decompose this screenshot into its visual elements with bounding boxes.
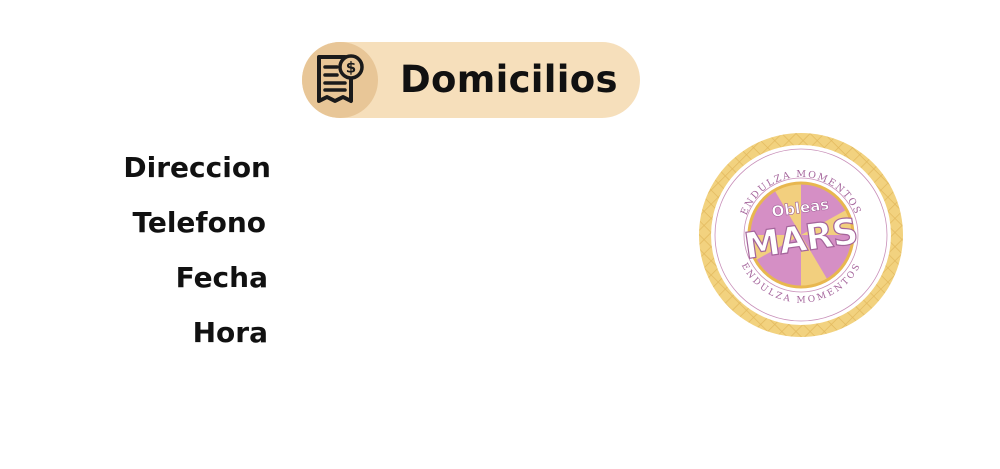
logo-brand-large: MARS — [742, 211, 860, 267]
hora-label: Hora — [192, 316, 268, 349]
fecha-label: Fecha — [175, 261, 268, 294]
title-icon-badge: $ — [302, 42, 378, 118]
title-pill: $ Domicilios — [302, 42, 640, 118]
obleas-mars-logo: ENDULZA MOMENTOS ENDULZA MOMENTOS Obleas… — [697, 133, 905, 337]
logo-graphic: ENDULZA MOMENTOS ENDULZA MOMENTOS Obleas… — [699, 133, 903, 337]
page-title: Domicilios — [400, 58, 618, 101]
invoice-dollar-icon: $ — [317, 54, 364, 103]
direccion-label: Direccion — [123, 151, 271, 184]
svg-text:$: $ — [346, 59, 356, 77]
telefono-label: Telefono — [132, 206, 266, 239]
